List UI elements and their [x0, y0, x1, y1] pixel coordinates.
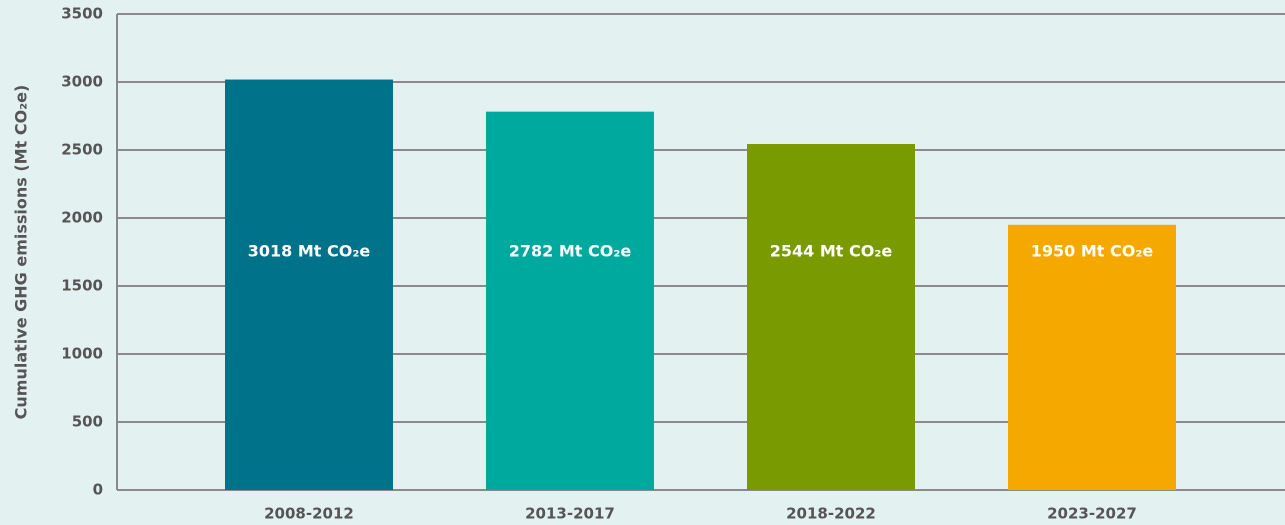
x-tick-label: 2013-2017 — [525, 505, 615, 523]
value-label: 1950 Mt CO₂e — [1031, 242, 1154, 261]
bar — [747, 144, 915, 491]
bar — [225, 79, 393, 490]
x-tick-label: 2018-2022 — [786, 505, 876, 523]
x-tick-label: 2023-2027 — [1047, 505, 1137, 523]
value-label: 2544 Mt CO₂e — [770, 242, 893, 261]
value-label: 2782 Mt CO₂e — [509, 242, 632, 261]
y-tick-label: 2500 — [61, 141, 103, 159]
y-tick-label: 1000 — [61, 345, 103, 363]
y-tick-label: 3000 — [61, 73, 103, 91]
bar — [486, 111, 654, 490]
y-tick-label: 0 — [93, 481, 103, 499]
value-label: 3018 Mt CO₂e — [248, 242, 371, 261]
y-tick-label: 500 — [72, 413, 103, 431]
y-tick-label: 3500 — [61, 5, 103, 23]
bar — [1008, 224, 1176, 491]
y-axis-title: Cumulative GHG emissions (Mt CO₂e) — [12, 85, 31, 420]
y-tick-label: 1500 — [61, 277, 103, 295]
y-tick-label: 2000 — [61, 209, 103, 227]
x-tick-label: 2008-2012 — [264, 505, 354, 523]
